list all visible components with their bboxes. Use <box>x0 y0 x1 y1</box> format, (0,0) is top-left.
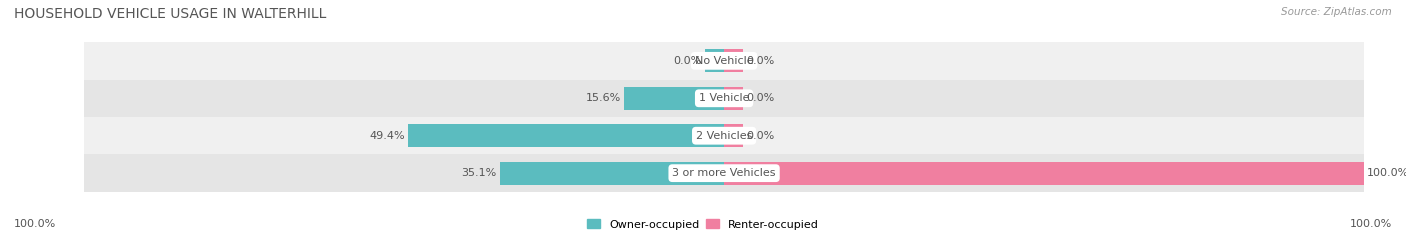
Text: 100.0%: 100.0% <box>1350 219 1392 229</box>
Bar <box>724 49 744 73</box>
Bar <box>84 42 1364 80</box>
Bar <box>408 124 724 147</box>
Text: 0.0%: 0.0% <box>747 93 775 103</box>
Bar <box>724 124 744 147</box>
Text: 0.0%: 0.0% <box>747 56 775 66</box>
Bar <box>499 161 724 185</box>
Bar <box>84 154 1364 192</box>
Bar <box>704 49 724 73</box>
Text: Source: ZipAtlas.com: Source: ZipAtlas.com <box>1281 7 1392 17</box>
Text: 15.6%: 15.6% <box>586 93 621 103</box>
Legend: Owner-occupied, Renter-occupied: Owner-occupied, Renter-occupied <box>582 215 824 234</box>
Text: HOUSEHOLD VEHICLE USAGE IN WALTERHILL: HOUSEHOLD VEHICLE USAGE IN WALTERHILL <box>14 7 326 21</box>
Text: 0.0%: 0.0% <box>673 56 702 66</box>
Text: 100.0%: 100.0% <box>14 219 56 229</box>
Text: 49.4%: 49.4% <box>370 131 405 141</box>
Bar <box>624 87 724 110</box>
Text: 3 or more Vehicles: 3 or more Vehicles <box>672 168 776 178</box>
Text: 100.0%: 100.0% <box>1367 168 1406 178</box>
Text: 1 Vehicle: 1 Vehicle <box>699 93 749 103</box>
Bar <box>84 80 1364 117</box>
Text: 35.1%: 35.1% <box>461 168 496 178</box>
Bar <box>724 87 744 110</box>
Text: 2 Vehicles: 2 Vehicles <box>696 131 752 141</box>
Bar <box>84 117 1364 154</box>
Bar <box>724 161 1364 185</box>
Text: No Vehicle: No Vehicle <box>695 56 754 66</box>
Text: 0.0%: 0.0% <box>747 131 775 141</box>
